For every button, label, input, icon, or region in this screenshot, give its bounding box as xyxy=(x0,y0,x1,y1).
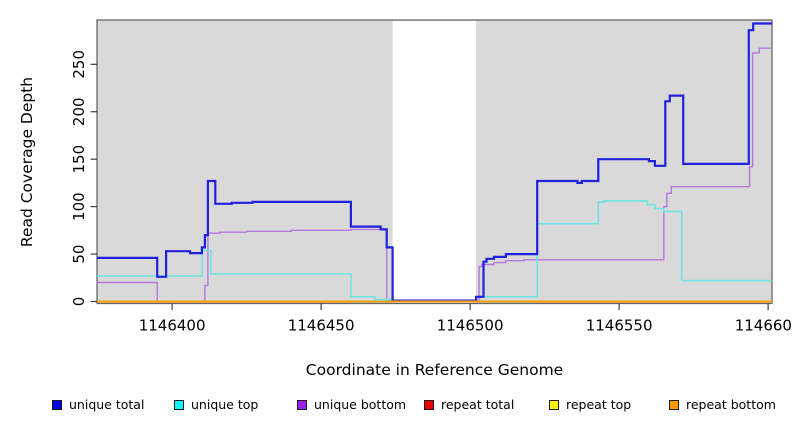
y-tick-label: 0 xyxy=(70,297,88,307)
y-axis-title: Read Coverage Depth xyxy=(18,76,36,248)
y-tick-label: 150 xyxy=(70,145,88,174)
y-tick-label: 200 xyxy=(70,97,88,126)
y-tick-label: 250 xyxy=(70,50,88,79)
series-line-unique-bottom xyxy=(97,47,772,303)
y-tick-label: 50 xyxy=(70,245,88,264)
y-tick-label: 100 xyxy=(70,192,88,221)
x-axis-title: Coordinate in Reference Genome xyxy=(305,361,564,379)
x-tick-label: 1146500 xyxy=(437,317,504,335)
x-tick-label: 1146400 xyxy=(139,317,206,335)
series-line-unique-top xyxy=(97,200,772,303)
plot-frame xyxy=(96,19,773,305)
x-tick-label: 1146550 xyxy=(586,317,653,335)
x-tick-label: 1146450 xyxy=(288,317,355,335)
masked-region xyxy=(392,20,477,304)
series-line-unique-total xyxy=(97,22,772,302)
